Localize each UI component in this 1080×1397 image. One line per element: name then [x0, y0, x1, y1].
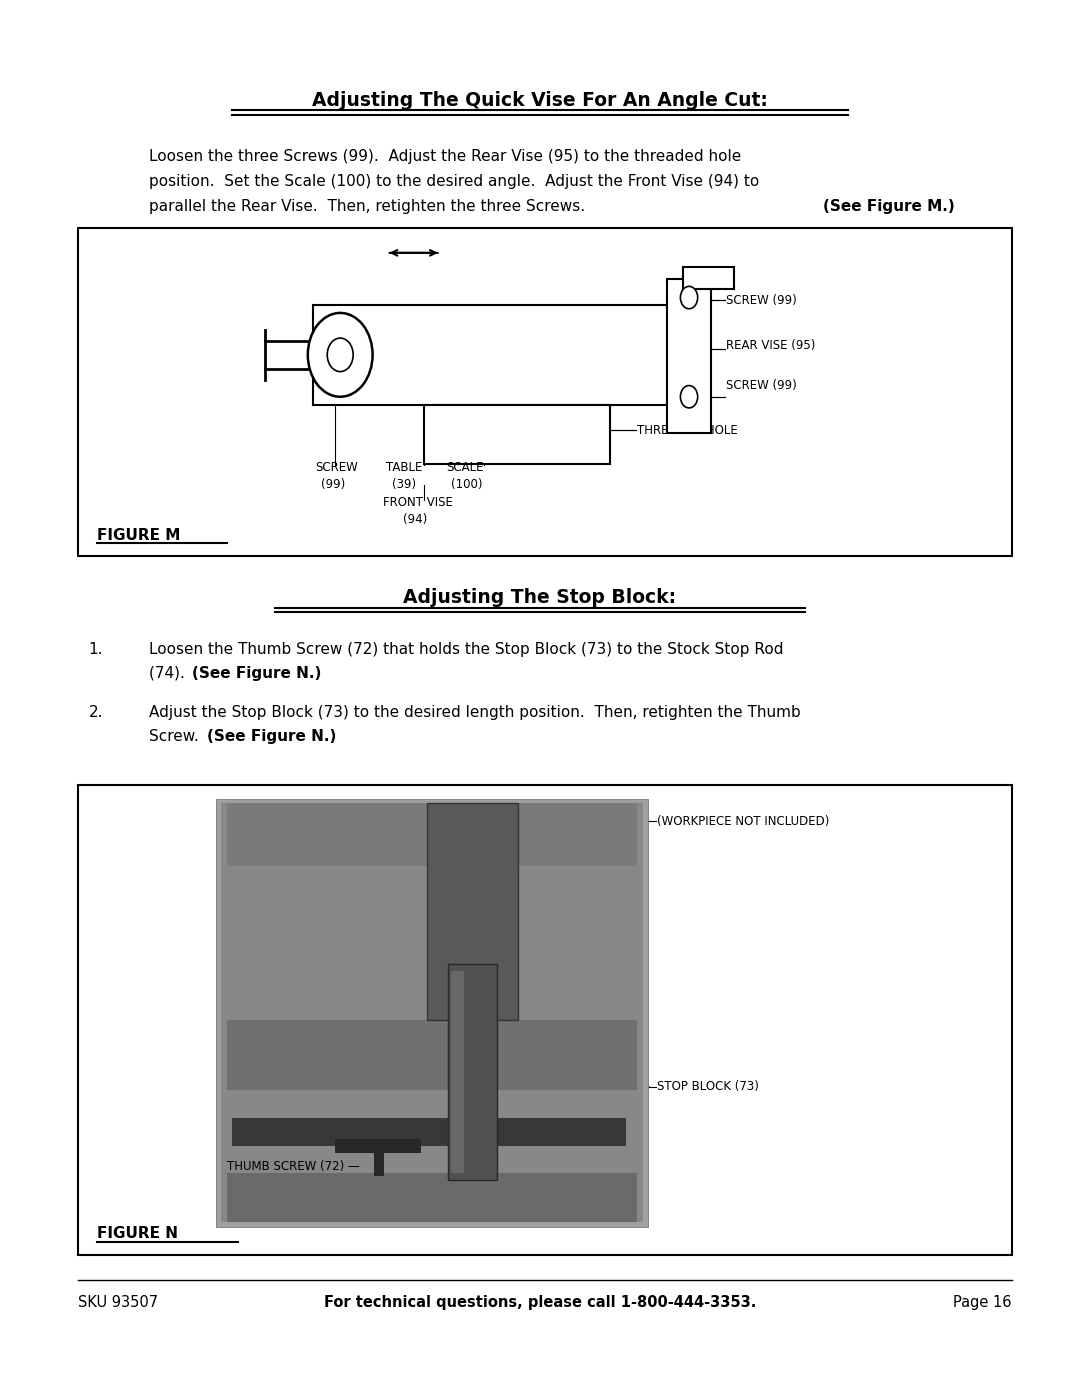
Bar	[232, 1118, 626, 1146]
Circle shape	[308, 313, 373, 397]
Bar	[448, 964, 497, 1180]
Text: Loosen the Thumb Screw (72) that holds the Stop Block (73) to the Stock Stop Rod: Loosen the Thumb Screw (72) that holds t…	[149, 643, 784, 657]
Text: 1.: 1.	[89, 643, 103, 657]
Bar	[667, 279, 711, 433]
Text: Loosen the three Screws (99).  Adjust the Rear Vise (95) to the threaded hole: Loosen the three Screws (99). Adjust the…	[149, 149, 741, 163]
Circle shape	[327, 338, 353, 372]
Text: (WORKPIECE NOT INCLUDED): (WORKPIECE NOT INCLUDED)	[657, 814, 829, 828]
Bar	[374, 1153, 384, 1176]
Text: SCALE: SCALE	[446, 461, 484, 475]
Text: (100): (100)	[451, 478, 483, 492]
Text: TABLE: TABLE	[386, 461, 422, 475]
Text: FIGURE M: FIGURE M	[97, 528, 180, 542]
Bar	[221, 803, 643, 1222]
Text: (See Figure M.): (See Figure M.)	[823, 200, 955, 214]
Text: SCREW (99): SCREW (99)	[726, 293, 797, 307]
Text: SCREW (99): SCREW (99)	[726, 379, 797, 393]
Text: STOP BLOCK (73): STOP BLOCK (73)	[657, 1080, 758, 1094]
Text: Adjust the Stop Block (73) to the desired length position.  Then, retighten the : Adjust the Stop Block (73) to the desire…	[149, 705, 800, 719]
Text: Adjusting The Stop Block:: Adjusting The Stop Block:	[404, 588, 676, 608]
Text: (39): (39)	[392, 478, 416, 492]
Text: 2.: 2.	[89, 705, 103, 719]
Text: Adjusting The Quick Vise For An Angle Cut:: Adjusting The Quick Vise For An Angle Cu…	[312, 91, 768, 110]
Text: SKU 93507: SKU 93507	[78, 1295, 158, 1309]
Text: FRONT VISE: FRONT VISE	[383, 496, 454, 510]
Bar	[216, 799, 648, 1227]
Bar	[227, 1020, 637, 1090]
Bar	[78, 785, 1012, 1255]
Bar	[683, 267, 734, 289]
Text: For technical questions, please call 1-800-444-3353.: For technical questions, please call 1-8…	[324, 1295, 756, 1309]
Text: SCREW: SCREW	[315, 461, 359, 475]
Text: (See Figure N.): (See Figure N.)	[207, 729, 337, 743]
Bar	[427, 803, 518, 1020]
Text: STOCK STOP ROD (74) —: STOCK STOP ROD (74) —	[227, 1183, 375, 1197]
Bar	[424, 405, 610, 464]
Bar	[227, 1173, 637, 1222]
Text: (See Figure N.): (See Figure N.)	[192, 666, 322, 680]
Bar	[313, 305, 707, 405]
Text: (94): (94)	[403, 513, 427, 527]
Text: position.  Set the Scale (100) to the desired angle.  Adjust the Front Vise (94): position. Set the Scale (100) to the des…	[149, 175, 759, 189]
Bar	[78, 228, 1012, 556]
Bar	[335, 1139, 421, 1153]
Bar	[227, 803, 637, 866]
Circle shape	[680, 286, 698, 309]
Text: Page 16: Page 16	[954, 1295, 1012, 1309]
Text: (99): (99)	[321, 478, 345, 492]
Text: THREADED HOLE: THREADED HOLE	[637, 423, 738, 437]
Text: THUMB SCREW (72) —: THUMB SCREW (72) —	[227, 1160, 360, 1173]
Text: Screw.: Screw.	[149, 729, 208, 743]
Text: (74).: (74).	[149, 666, 194, 680]
Text: REAR VISE (95): REAR VISE (95)	[726, 338, 815, 352]
Text: FIGURE N: FIGURE N	[97, 1227, 178, 1241]
Text: parallel the Rear Vise.  Then, retighten the three Screws.: parallel the Rear Vise. Then, retighten …	[149, 200, 595, 214]
Circle shape	[680, 386, 698, 408]
Bar	[451, 971, 464, 1173]
